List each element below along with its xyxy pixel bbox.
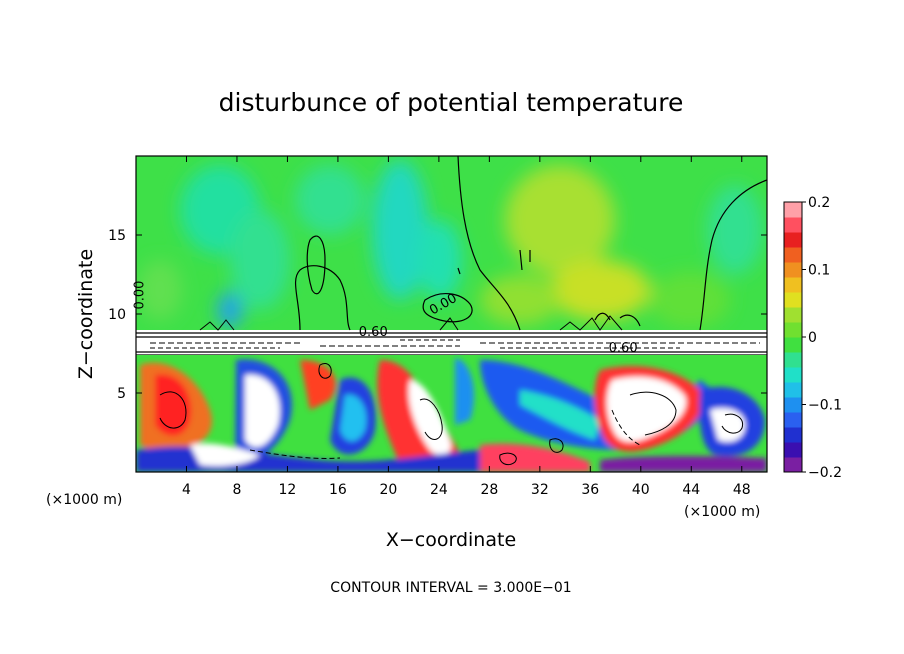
colorbar-swatch (784, 292, 802, 308)
colorbar-swatch (784, 322, 802, 338)
x-axis-ticks: 4 8 12 16 20 24 28 32 36 40 44 48 (182, 156, 751, 498)
colorbar-swatch (784, 397, 802, 413)
x-tick-label: 40 (632, 482, 650, 498)
y-tick-label: 5 (117, 386, 126, 402)
x-tick-label: 16 (329, 482, 347, 498)
y-tick-label: 15 (108, 228, 126, 244)
colorbar-swatch (784, 262, 802, 278)
colorbar-swatch (784, 427, 802, 443)
y-axis-label: Z−coordinate (75, 249, 97, 379)
x-tick-label: 32 (531, 482, 549, 498)
colorbar: 0.2 0.1 0 −0.1 −0.2 (783, 195, 842, 481)
inversion-layer (136, 315, 767, 356)
y-axis-ticks: 5 10 15 (108, 228, 767, 402)
colorbar-tick-label: −0.2 (808, 465, 842, 481)
upper-field-blobs (138, 160, 763, 328)
colorbar-swatch (784, 277, 802, 293)
x-unit-label-left: (×1000 m) (46, 492, 122, 508)
x-tick-label: 8 (232, 482, 241, 498)
colorbar-swatch (784, 382, 802, 398)
x-unit-label-right: (×1000 m) (684, 504, 760, 520)
x-tick-label: 28 (480, 482, 498, 498)
contour-interval-note: CONTOUR INTERVAL = 3.000E−01 (330, 580, 571, 596)
x-tick-label: 44 (682, 482, 700, 498)
heatmap-field (136, 156, 767, 472)
x-tick-label: 24 (430, 482, 448, 498)
lower-field (136, 355, 767, 472)
colorbar-swatch (784, 217, 802, 233)
contour-label: 0.60 (609, 341, 638, 356)
colorbar-swatch (784, 457, 802, 473)
x-axis-label: X−coordinate (386, 529, 516, 551)
colorbar-swatch (784, 352, 802, 368)
colorbar-swatch (784, 232, 802, 248)
colorbar-swatch (784, 442, 802, 458)
contour-label: 0.00 (133, 281, 148, 310)
colorbar-swatch (784, 202, 802, 218)
colorbar-swatch (784, 307, 802, 323)
colorbar-swatch (784, 337, 802, 353)
colorbar-swatch (784, 412, 802, 428)
x-tick-label: 4 (182, 482, 191, 498)
colorbar-swatch (784, 367, 802, 383)
zero-contours (294, 156, 767, 331)
x-tick-label: 20 (379, 482, 397, 498)
contour-label: 0.60 (359, 325, 388, 340)
chart-title: disturbunce of potential temperature (219, 88, 684, 117)
y-tick-label: 10 (108, 307, 126, 323)
x-tick-label: 36 (581, 482, 599, 498)
colorbar-tick-label: −0.1 (808, 398, 842, 414)
colorbar-tick-label: 0.1 (808, 263, 830, 279)
x-tick-label: 12 (279, 482, 297, 498)
colorbar-swatch (784, 247, 802, 263)
colorbar-tick-label: 0.2 (808, 195, 830, 211)
colorbar-tick-label: 0 (808, 330, 817, 346)
x-tick-label: 48 (733, 482, 751, 498)
